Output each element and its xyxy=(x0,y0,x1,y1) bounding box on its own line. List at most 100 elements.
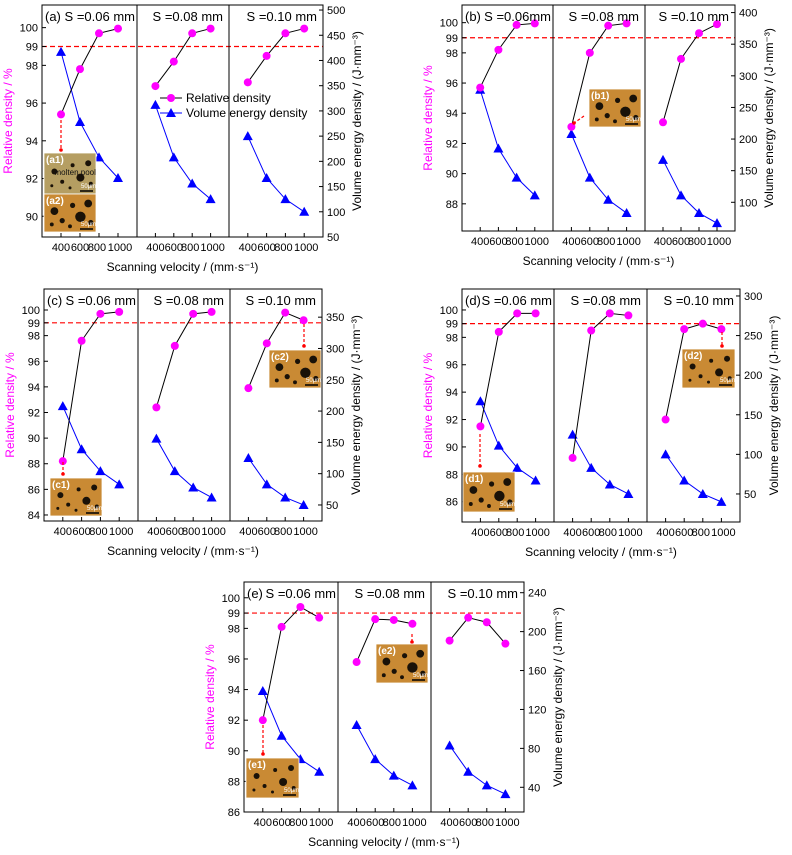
y-axis-title: Relative density / % xyxy=(3,352,17,458)
pore-mark xyxy=(50,184,54,188)
y2-tick-label: 100 xyxy=(326,469,344,481)
rd-point xyxy=(661,415,670,424)
ved-point xyxy=(512,462,523,472)
rd-point xyxy=(57,110,65,119)
ved-point xyxy=(584,172,595,182)
y-tick-label: 94 xyxy=(28,382,40,394)
x-tick-label: 400 xyxy=(239,526,257,538)
pore-mark xyxy=(275,363,284,371)
rd-point xyxy=(151,82,160,91)
micrograph-inset-d2: (d2) 50μm xyxy=(681,348,736,389)
y-tick-label: 90 xyxy=(446,442,458,454)
pore-mark xyxy=(594,117,599,122)
x-tick-label: 1000 xyxy=(109,526,133,538)
x-tick-label: 1000 xyxy=(309,817,333,829)
y-tick-label: 90 xyxy=(446,169,458,181)
y-tick-label: 86 xyxy=(28,484,40,496)
ved-point xyxy=(697,488,708,498)
rd-series-line xyxy=(572,312,629,458)
rd-point xyxy=(695,29,703,38)
subplot-label: S =0.06 mm xyxy=(66,293,136,308)
ved-point xyxy=(511,172,522,182)
scale-bar-label: 50μm xyxy=(720,378,735,384)
y2-tick-label: 200 xyxy=(744,370,762,382)
rd-point xyxy=(96,309,105,318)
x-tick-label: 800 xyxy=(289,817,307,829)
ved-point xyxy=(299,206,310,216)
x-tick-label: 800 xyxy=(506,527,524,539)
x-tick-label: 600 xyxy=(366,817,384,829)
ved-point xyxy=(493,143,504,153)
inset-label: (b1) xyxy=(591,91,609,102)
x-axis-title: Scanning velocity / (mm·s⁻¹) xyxy=(523,254,675,268)
ved-point xyxy=(694,208,704,218)
ved-series-line xyxy=(572,434,629,495)
pore-mark xyxy=(76,487,81,492)
ved-point xyxy=(76,444,87,454)
pore-mark xyxy=(615,97,621,103)
rd-point xyxy=(243,78,252,87)
ved-point xyxy=(566,128,577,138)
ved-series-line xyxy=(356,724,413,786)
rd-point xyxy=(408,619,417,628)
y-tick-label: 88 xyxy=(228,776,240,788)
micrograph-inset-d1: (d1) 50μm xyxy=(462,471,516,513)
y-tick-label: 98 xyxy=(446,48,458,60)
x-tick-label: 400 xyxy=(654,236,672,248)
x-axis-title: Scanning velocity / (mm·s⁻¹) xyxy=(525,545,677,559)
x-tick-label: 600 xyxy=(582,527,600,539)
rd-point xyxy=(296,602,305,611)
rd-point xyxy=(677,54,685,63)
ved-point xyxy=(261,479,272,489)
rd-point xyxy=(352,658,361,667)
ved-point xyxy=(676,190,686,200)
x-tick-label: 1000 xyxy=(707,236,731,248)
pore-mark xyxy=(309,355,318,364)
ved-point xyxy=(475,396,486,406)
rd-point xyxy=(568,453,577,462)
rd-point xyxy=(587,326,596,335)
y-tick-label: 92 xyxy=(28,407,40,419)
ved-point xyxy=(242,131,253,141)
x-tick-label: 1000 xyxy=(402,817,426,829)
micrograph-inset-c2: (c2) 50μm xyxy=(268,349,322,389)
x-tick-label: 800 xyxy=(88,242,106,254)
subplot-label: S =0.08 mm xyxy=(153,9,223,24)
x-tick-label: 600 xyxy=(272,817,290,829)
pore-mark xyxy=(300,367,311,378)
y2-tick-label: 250 xyxy=(327,131,345,143)
x-tick-label: 600 xyxy=(258,526,276,538)
x-tick-label: 400 xyxy=(52,242,70,254)
legend-marker-ved xyxy=(166,108,176,117)
y-tick-label: 94 xyxy=(446,108,458,120)
inset-label: (d1) xyxy=(465,474,483,485)
y-tick-label: 94 xyxy=(228,685,240,697)
ved-point xyxy=(56,46,66,56)
y2-tick-label: 240 xyxy=(528,588,546,600)
x-tick-label: 600 xyxy=(165,242,183,254)
y2-axis-title: Volume energy density / (J·mm⁻³) xyxy=(762,28,776,208)
y-tick-label: 100 xyxy=(440,305,458,317)
x-tick-label: 1000 xyxy=(525,527,549,539)
y2-tick-label: 200 xyxy=(528,627,546,639)
pore-mark xyxy=(595,102,604,110)
y-tick-label: 86 xyxy=(446,497,458,509)
rd-point xyxy=(530,19,539,28)
y-tick-label: 90 xyxy=(26,211,38,223)
pore-mark xyxy=(57,492,64,499)
ved-point xyxy=(168,152,179,162)
rd-point xyxy=(207,307,216,316)
y-tick-label: 98 xyxy=(28,331,40,343)
pore-mark xyxy=(295,358,301,364)
pore-mark xyxy=(59,218,65,224)
ved-series-line xyxy=(247,135,305,213)
rd-point xyxy=(152,403,161,412)
y2-tick-label: 350 xyxy=(326,312,344,324)
y2-tick-label: 450 xyxy=(327,30,345,42)
scale-bar-label: 50μm xyxy=(413,673,428,679)
x-axis-title: Scanning velocity / (mm·s⁻¹) xyxy=(308,835,460,849)
ved-point xyxy=(276,730,287,740)
y2-tick-label: 160 xyxy=(528,666,546,678)
